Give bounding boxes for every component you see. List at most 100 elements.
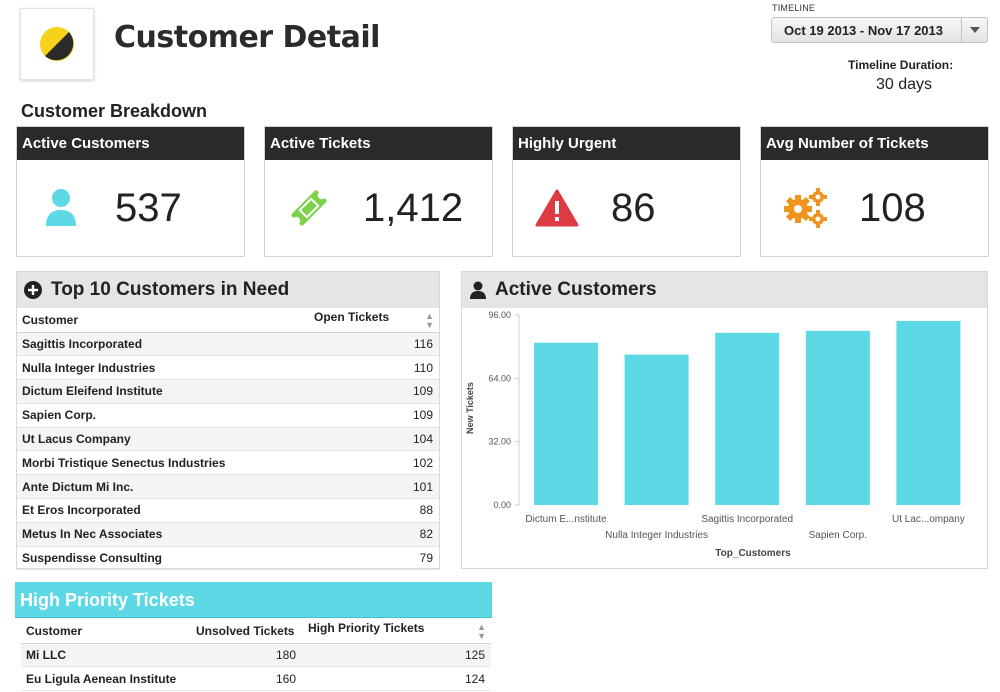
y-tick-label: 32.00	[488, 437, 511, 447]
section-title: Customer Breakdown	[21, 101, 208, 121]
table-row[interactable]: Sagittis Incorporated 116	[17, 332, 439, 357]
stat-card-title: Active Tickets	[265, 127, 492, 160]
y-axis-label: New Tickets	[465, 382, 475, 434]
ticket-count: 79	[309, 546, 439, 571]
column-header-label: High Priority Tickets	[308, 620, 425, 635]
timeline-value: Oct 19 2013 - Nov 17 2013	[784, 22, 943, 38]
app-logo	[20, 8, 94, 80]
x-axis-label: Top_Customers	[715, 548, 791, 559]
table-row[interactable]: Sapien Corp. 109	[17, 403, 439, 428]
chart-bar	[715, 332, 780, 505]
top10-panel: Top 10 Customers in Need Customer Open T…	[16, 271, 440, 571]
table-row[interactable]: Morbi Tristique Senectus Industries 102	[17, 450, 439, 476]
table-row[interactable]: Suspendisse Consulting 79	[17, 546, 439, 571]
stat-card-value: 1,412	[363, 185, 464, 230]
stat-card-active-tickets: Active Tickets 1,412	[264, 126, 493, 257]
ticket-icon	[285, 188, 333, 228]
customer-name: Ut Lacus Company	[17, 427, 309, 452]
column-header-open-tickets[interactable]: Open Tickets ▲ ▼	[309, 308, 439, 333]
active-customers-chart: 96.00 64.00 32.00 0.00 Dictum E...nstitute Nu…	[465, 310, 965, 559]
chart-bar	[896, 320, 961, 505]
ticket-count: 125	[302, 643, 491, 668]
ticket-count: 109	[309, 379, 439, 404]
customer-name: Metus In Nec Associates	[17, 522, 309, 547]
duration-value: 30 days	[876, 76, 933, 93]
chart-bar	[805, 330, 870, 505]
stat-card-value: 86	[611, 185, 656, 230]
table-row[interactable]: Ante Dictum Mi Inc. 101	[17, 474, 439, 500]
customer-name: Et Eros Incorporated	[17, 498, 309, 523]
sort-icon[interactable]: ▲ ▼	[425, 310, 434, 330]
column-header-customer[interactable]: Customer	[17, 308, 309, 333]
column-header-unsolved[interactable]: Unsolved Tickets	[192, 619, 302, 644]
table-row[interactable]: Nulla Integer Industries 110	[17, 355, 439, 381]
table-row[interactable]: Eu Ligula Aenean Institute 160 124	[21, 666, 491, 692]
top10-title: Top 10 Customers in Need	[51, 279, 290, 300]
y-tick-label: 96.00	[488, 310, 511, 320]
customer-name: Sagittis Incorporated	[17, 332, 309, 357]
ticket-count: 109	[309, 403, 439, 428]
timeline-label: TIMELINE	[772, 3, 816, 13]
table-row[interactable]: Mi LLC 180 125	[21, 643, 491, 668]
ticket-count: 160	[192, 666, 302, 692]
chevron-down-icon[interactable]	[961, 18, 987, 42]
customer-name: Eu Ligula Aenean Institute	[21, 666, 192, 692]
gears-icon	[781, 187, 829, 229]
x-tick-label: Nulla Integer Industries	[605, 530, 708, 541]
y-tick-label: 64.00	[488, 373, 511, 383]
column-header-high-priority[interactable]: High Priority Tickets ▲ ▼	[302, 619, 491, 644]
customer-name: Morbi Tristique Senectus Industries	[17, 450, 309, 476]
stat-card-title: Highly Urgent	[513, 127, 740, 160]
customer-name: Nulla Integer Industries	[17, 355, 309, 381]
active-customers-header: Active Customers	[462, 272, 987, 308]
ticket-count: 88	[309, 498, 439, 523]
stat-card-title: Active Customers	[17, 127, 244, 160]
table-row[interactable]: Et Eros Incorporated 88	[17, 498, 439, 523]
duration-label: Timeline Duration:	[848, 58, 954, 72]
ticket-count: 82	[309, 522, 439, 547]
stat-card-title: Avg Number of Tickets	[761, 127, 988, 160]
user-icon	[37, 188, 85, 228]
ticket-count: 124	[302, 666, 491, 692]
customer-name: Ante Dictum Mi Inc.	[17, 474, 309, 500]
plus-circle-icon[interactable]	[24, 281, 42, 299]
top10-header: Top 10 Customers in Need	[17, 272, 439, 308]
x-tick-label: Dictum E...nstitute	[525, 514, 607, 525]
ticket-count: 101	[309, 474, 439, 500]
table-row[interactable]: Dictum Eleifend Institute 109	[17, 379, 439, 404]
ticket-count: 110	[309, 355, 439, 381]
customer-name: Suspendisse Consulting	[17, 546, 309, 571]
top10-table: Customer Open Tickets ▲ ▼ Sagittis Incorpo…	[17, 308, 439, 571]
active-customers-title: Active Customers	[495, 279, 657, 300]
timeline-dropdown[interactable]: Oct 19 2013 - Nov 17 2013	[771, 17, 988, 43]
stat-card-active-customers: Active Customers 537	[16, 126, 245, 257]
stat-card-avg-tickets: Avg Number of Tickets	[760, 126, 989, 257]
ticket-count: 180	[192, 643, 302, 668]
sort-icon[interactable]: ▲ ▼	[477, 621, 486, 641]
customer-name: Sapien Corp.	[17, 403, 309, 428]
stat-card-highly-urgent: Highly Urgent 86	[512, 126, 741, 257]
column-header-label: Open Tickets	[314, 309, 390, 324]
ticket-count: 102	[309, 450, 439, 476]
ticket-count: 104	[309, 427, 439, 452]
x-tick-label: Ut Lac...ompany	[892, 514, 965, 525]
user-icon	[470, 281, 486, 299]
stat-card-value: 108	[859, 185, 926, 230]
table-row[interactable]: Ut Lacus Company 104	[17, 427, 439, 452]
page-title: Customer Detail	[114, 20, 380, 55]
y-tick-label: 0.00	[493, 500, 511, 510]
customer-name: Dictum Eleifend Institute	[17, 379, 309, 404]
x-tick-label: Sapien Corp.	[809, 530, 867, 541]
high-priority-table: Customer Unsolved Tickets High Priority …	[21, 619, 491, 692]
chart-bar	[534, 342, 598, 505]
ticket-count: 116	[309, 332, 439, 357]
chart-bar	[624, 354, 689, 505]
stat-card-value: 537	[115, 185, 182, 230]
column-header-customer[interactable]: Customer	[21, 619, 192, 644]
high-priority-header: High Priority Tickets	[15, 582, 492, 618]
active-customers-panel: Active Customers 96.00 64.00 32.00 0.00 Dict…	[461, 271, 988, 569]
table-row[interactable]: Metus In Nec Associates 82	[17, 522, 439, 547]
logo-icon	[40, 27, 74, 61]
customer-name: Mi LLC	[21, 643, 192, 668]
warning-icon	[533, 189, 581, 227]
